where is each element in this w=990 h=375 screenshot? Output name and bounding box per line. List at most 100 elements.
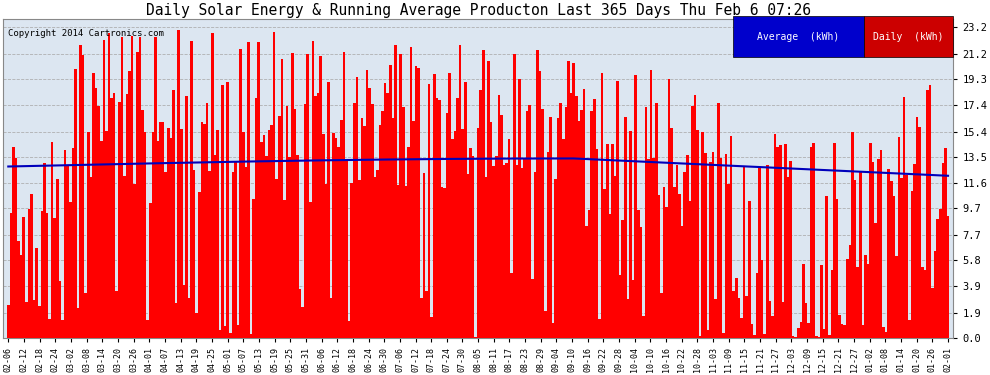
Bar: [208, 171, 211, 338]
Bar: [116, 291, 118, 338]
Bar: [531, 279, 534, 338]
Bar: [916, 117, 919, 338]
Bar: [17, 241, 20, 338]
Bar: [33, 300, 36, 338]
Bar: [596, 149, 598, 338]
Bar: [617, 81, 619, 338]
Bar: [728, 184, 730, 338]
Bar: [235, 161, 237, 338]
Bar: [368, 88, 371, 338]
Bar: [747, 201, 750, 338]
Bar: [474, 337, 477, 338]
Bar: [12, 147, 15, 338]
Bar: [76, 308, 79, 338]
Bar: [575, 96, 577, 338]
Bar: [41, 211, 44, 338]
Bar: [245, 167, 248, 338]
Bar: [580, 110, 583, 338]
Bar: [741, 318, 742, 338]
Bar: [227, 82, 229, 338]
Bar: [333, 133, 335, 338]
Bar: [738, 298, 741, 338]
Bar: [485, 177, 487, 338]
Bar: [441, 187, 444, 338]
Bar: [20, 255, 23, 338]
Bar: [797, 328, 800, 338]
Bar: [544, 311, 546, 338]
Bar: [309, 202, 312, 338]
Bar: [717, 102, 720, 338]
Bar: [794, 337, 797, 338]
Bar: [262, 135, 265, 338]
Bar: [420, 298, 423, 338]
Bar: [343, 53, 346, 338]
Bar: [715, 299, 717, 338]
Bar: [657, 195, 660, 338]
Bar: [694, 95, 696, 338]
Bar: [216, 130, 219, 338]
Bar: [71, 148, 74, 338]
Bar: [270, 125, 273, 338]
Bar: [779, 145, 781, 338]
Bar: [322, 134, 325, 338]
Bar: [518, 79, 521, 338]
Bar: [301, 307, 304, 338]
Bar: [551, 323, 554, 338]
Bar: [439, 100, 441, 338]
Bar: [466, 174, 469, 338]
Bar: [172, 90, 175, 338]
Bar: [603, 189, 606, 338]
Bar: [379, 125, 381, 338]
Bar: [818, 337, 821, 338]
Bar: [546, 152, 549, 338]
Bar: [167, 128, 169, 338]
Bar: [431, 317, 433, 338]
Bar: [353, 103, 355, 338]
Bar: [539, 71, 542, 338]
Bar: [807, 323, 810, 338]
Bar: [444, 188, 446, 338]
Bar: [206, 103, 208, 338]
Bar: [856, 267, 859, 338]
Bar: [843, 325, 846, 338]
Bar: [113, 93, 116, 338]
Bar: [606, 144, 609, 338]
Bar: [761, 260, 763, 338]
Bar: [627, 299, 630, 338]
Bar: [781, 302, 784, 338]
Bar: [180, 129, 182, 338]
Bar: [185, 96, 188, 338]
Bar: [513, 54, 516, 338]
Bar: [195, 313, 198, 338]
Bar: [549, 117, 551, 338]
Bar: [267, 130, 270, 338]
Bar: [526, 111, 529, 338]
Bar: [500, 115, 503, 338]
Bar: [866, 264, 869, 338]
Bar: [260, 142, 262, 338]
Bar: [453, 131, 456, 338]
Bar: [699, 336, 702, 338]
Bar: [733, 291, 735, 338]
Bar: [937, 219, 939, 338]
Bar: [792, 336, 794, 338]
Bar: [325, 184, 327, 338]
Bar: [859, 171, 861, 338]
Bar: [564, 107, 567, 338]
Bar: [162, 122, 164, 338]
Bar: [461, 129, 464, 338]
Bar: [56, 179, 58, 338]
Bar: [702, 132, 704, 338]
Bar: [97, 106, 100, 338]
Bar: [900, 178, 903, 338]
Bar: [330, 298, 333, 338]
Bar: [903, 98, 906, 338]
Bar: [593, 99, 596, 338]
Bar: [66, 165, 69, 338]
Bar: [151, 132, 154, 338]
Bar: [278, 116, 280, 338]
Bar: [508, 139, 511, 338]
Bar: [147, 320, 148, 338]
Bar: [386, 93, 389, 338]
Bar: [280, 59, 283, 338]
